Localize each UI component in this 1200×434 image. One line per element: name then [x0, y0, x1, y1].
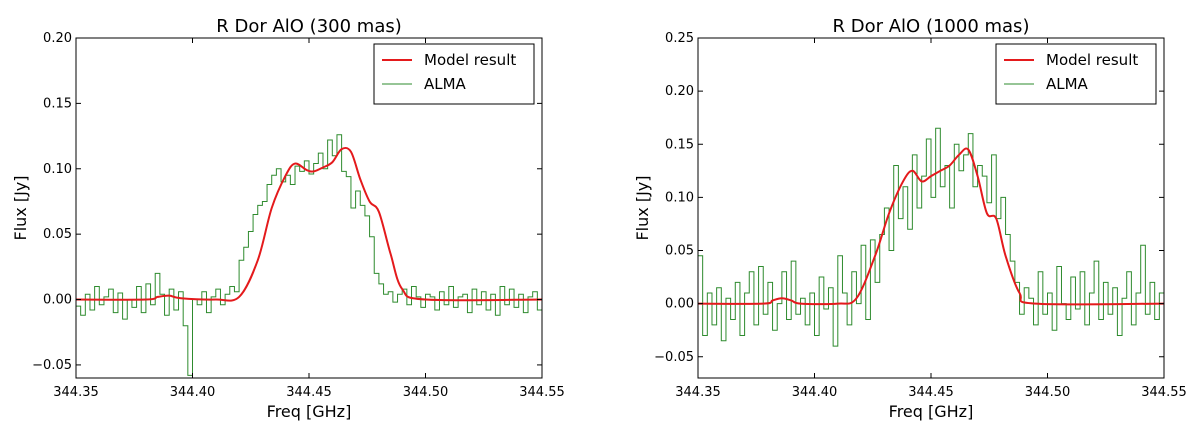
- legend-label: ALMA: [1046, 75, 1089, 93]
- y-tick-label: 0.20: [665, 84, 694, 99]
- chart-1: 344.35 344.40 344.45 344.50 344.55 −0.05 0.00 0…: [11, 16, 565, 421]
- series-alma-line: [698, 127, 1164, 347]
- plot-area: [76, 134, 542, 376]
- y-tick-label: 0.05: [665, 244, 694, 259]
- y-tick-label: 0.15: [43, 96, 72, 111]
- y-tick-label: 0.00: [665, 297, 694, 312]
- x-axis-label: Freq [GHz]: [267, 402, 352, 421]
- legend-label: Model result: [1046, 51, 1138, 69]
- legend: Model result ALMA: [995, 43, 1157, 105]
- series-alma-line: [76, 134, 542, 376]
- legend-box: [995, 43, 1157, 105]
- x-tick-label: 344.35: [53, 385, 99, 400]
- y-axis-label: Flux [Jy]: [11, 175, 30, 240]
- y-tick-label: 0.00: [43, 293, 72, 308]
- x-tick-label: 344.35: [675, 385, 721, 400]
- plot-area: [698, 127, 1164, 347]
- x-tick-label: 344.55: [1141, 385, 1187, 400]
- x-tick-label: 344.50: [1025, 385, 1071, 400]
- x-tick-label: 344.45: [908, 385, 954, 400]
- x-tick-label: 344.45: [286, 385, 332, 400]
- x-tick-label: 344.40: [792, 385, 838, 400]
- x-tick-label: 344.50: [403, 385, 449, 400]
- x-axis-label: Freq [GHz]: [889, 402, 974, 421]
- legend-label: Model result: [424, 51, 516, 69]
- legend-label: ALMA: [424, 75, 467, 93]
- chart-2: 344.35 344.40 344.45 344.50 344.55 −0.05 0.00 0…: [633, 16, 1187, 421]
- y-tick-label: 0.10: [665, 190, 694, 205]
- chart-title: R Dor AlO (300 mas): [216, 16, 402, 37]
- x-tick-label: 344.40: [170, 385, 216, 400]
- y-tick-label: 0.25: [665, 31, 694, 46]
- y-tick-label: −0.05: [654, 350, 694, 365]
- legend: Model result ALMA: [373, 43, 535, 105]
- series-model-line: [76, 146, 542, 302]
- y-axis-label: Flux [Jy]: [633, 175, 652, 240]
- chart-title: R Dor AlO (1000 mas): [833, 16, 1030, 37]
- y-tick-label: 0.15: [665, 137, 694, 152]
- y-tick-label: −0.05: [32, 358, 72, 373]
- y-tick-label: 0.05: [43, 227, 72, 242]
- x-tick-label: 344.55: [519, 385, 565, 400]
- legend-box: [373, 43, 535, 105]
- series-model-line: [698, 147, 1164, 306]
- y-tick-label: 0.10: [43, 162, 72, 177]
- y-tick-label: 0.20: [43, 31, 72, 46]
